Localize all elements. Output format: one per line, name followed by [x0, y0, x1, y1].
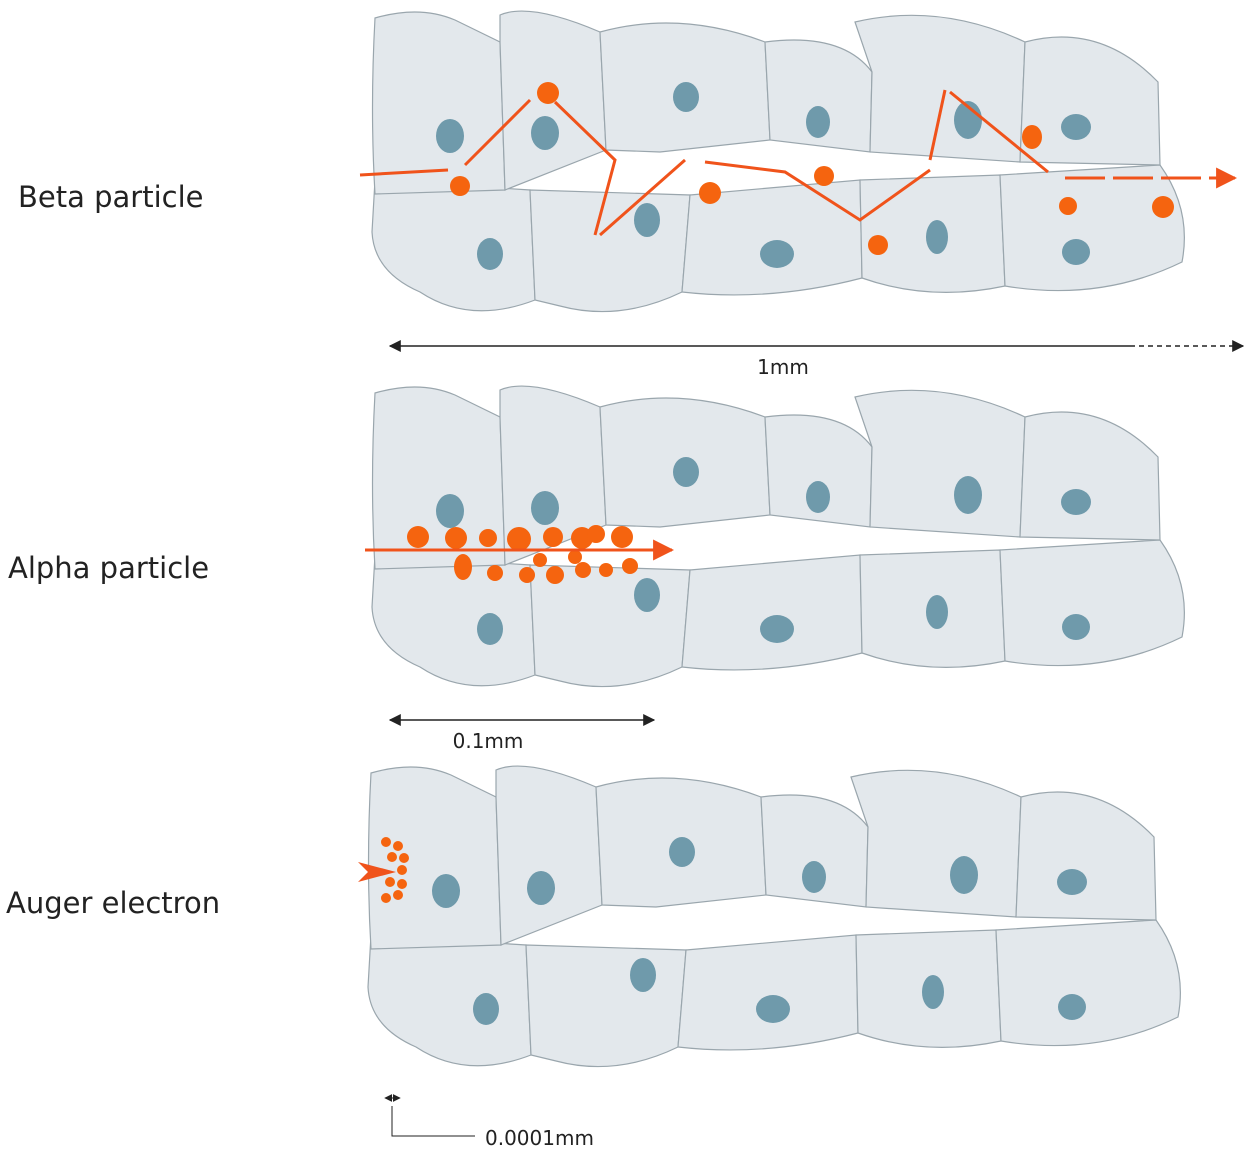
diagram: Beta particle Alpha particle Auger elect…	[0, 0, 1247, 1152]
panel-label: Auger electron	[6, 886, 220, 920]
tissue	[368, 766, 1180, 1066]
scale-label: 0.1mm	[453, 729, 524, 753]
tissue	[372, 11, 1184, 311]
scale-label: 1mm	[757, 355, 809, 379]
panel-label: Alpha particle	[8, 551, 209, 585]
panel-label: Beta particle	[18, 180, 203, 214]
scale-label: 0.0001mm	[485, 1126, 594, 1150]
